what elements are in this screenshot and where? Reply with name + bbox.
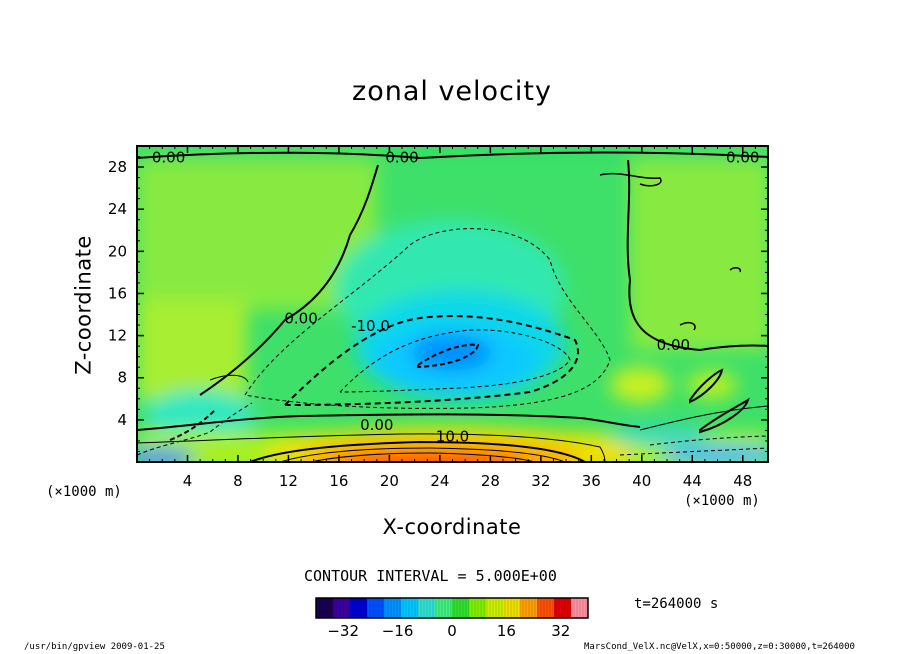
colorbar-swatch	[537, 598, 555, 618]
y-tick-label: 4	[117, 411, 127, 429]
y-tick-label: 20	[108, 242, 127, 260]
colorbar-swatch	[452, 598, 470, 618]
colorbar-swatch	[486, 598, 504, 618]
contour-label: 0.00	[152, 149, 185, 167]
colorbar-swatch	[503, 598, 521, 618]
contour-label: 10.0	[436, 428, 469, 446]
footer-right: MarsCond_VelX.nc@VelX,x=0:50000,z=0:3000…	[584, 642, 855, 652]
contour-interval-label: CONTOUR INTERVAL = 5.000E+00	[304, 567, 557, 585]
colorbar-tick-label: −32	[327, 622, 359, 640]
colorbar-tick-label: 16	[497, 622, 516, 640]
colorbar-swatch	[469, 598, 487, 618]
colorbar-swatch	[316, 598, 334, 618]
x-tick-label: 16	[329, 472, 348, 490]
x-tick-label: 32	[531, 472, 550, 490]
y-tick-label: 12	[108, 327, 127, 345]
contour-label: 0.00	[360, 416, 393, 434]
x-tick-label: 8	[233, 472, 243, 490]
x-tick-label: 4	[183, 472, 193, 490]
colorbar-swatch	[571, 598, 589, 618]
x-axis-label: X-coordinate	[382, 515, 522, 539]
x-axis: 4 8 12 16 20 24 28 32 36 40 44 48	[149, 146, 756, 490]
y-tick-label: 16	[108, 284, 127, 302]
colorbar-swatch	[435, 598, 453, 618]
colorbar-swatch	[401, 598, 419, 618]
x-tick-label: 12	[279, 472, 298, 490]
y-axis-label: Z-coordinate	[71, 235, 96, 375]
y-tick-label: 24	[108, 200, 127, 218]
colorbar-swatch	[333, 598, 351, 618]
colorbar-tick-label: −16	[382, 622, 414, 640]
contour-labels: 0.00 0.00 0.00 0.00 -10.0 0.00 0.00 10.0	[152, 149, 760, 446]
x-tick-label: 40	[632, 472, 651, 490]
colorbar: −32 −16 0 16 32	[315, 597, 589, 640]
x-tick-label: 20	[380, 472, 399, 490]
y-unit-label: (×1000 m)	[46, 484, 122, 500]
contour-label: 0.00	[385, 149, 418, 167]
x-tick-label: 48	[733, 472, 752, 490]
x-tick-label: 44	[683, 472, 702, 490]
x-tick-label: 28	[481, 472, 500, 490]
contour-label: 0.00	[657, 336, 690, 354]
x-unit-label: (×1000 m)	[684, 493, 760, 509]
x-tick-label: 24	[430, 472, 449, 490]
contour-label: 0.00	[726, 149, 759, 167]
colorbar-swatch	[350, 598, 368, 618]
chart-title: zonal velocity	[352, 76, 552, 107]
colorbar-swatch	[554, 598, 572, 618]
contour-lines	[137, 151, 768, 462]
time-label: t=264000 s	[634, 596, 719, 612]
color-field	[137, 146, 768, 462]
contour-label: 0.00	[284, 310, 317, 328]
colorbar-tick-label: 32	[551, 622, 570, 640]
colorbar-swatch	[367, 598, 385, 618]
y-axis: 4 8 12 16 20 24 28	[108, 156, 768, 452]
colorbar-swatch	[384, 598, 402, 618]
y-tick-label: 8	[117, 369, 127, 387]
colorbar-frame	[315, 597, 589, 619]
colorbar-tick-label: 0	[447, 622, 457, 640]
contour-label: -10.0	[351, 317, 390, 335]
y-tick-label: 28	[108, 158, 127, 176]
colorbar-swatch	[520, 598, 538, 618]
colorbar-swatch	[418, 598, 436, 618]
footer-left: /usr/bin/gpview 2009-01-25	[24, 642, 165, 652]
x-tick-label: 36	[582, 472, 601, 490]
